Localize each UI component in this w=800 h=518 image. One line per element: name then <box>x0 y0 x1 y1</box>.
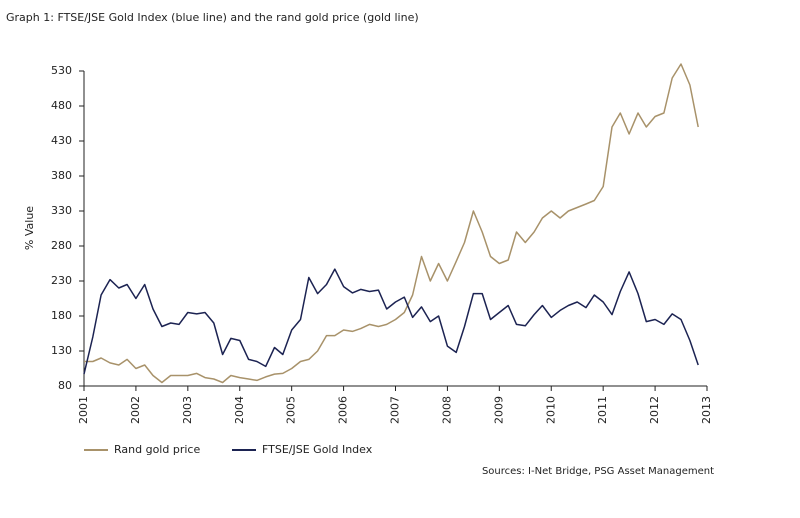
x-tick-label: 2007 <box>389 396 402 424</box>
y-tick-label: 230 <box>51 274 72 287</box>
source-note: Sources: I-Net Bridge, PSG Asset Managem… <box>482 466 714 477</box>
chart-title: Graph 1: FTSE/JSE Gold Index (blue line)… <box>6 11 419 24</box>
x-tick-label: 2004 <box>233 396 246 424</box>
y-tick-label: 330 <box>51 204 72 217</box>
legend-label: Rand gold price <box>114 443 200 456</box>
y-tick-label: 430 <box>51 134 72 147</box>
x-tick-label: 2008 <box>440 396 453 424</box>
x-tick-label: 2011 <box>596 396 609 424</box>
x-tick-label: 2012 <box>648 396 661 424</box>
x-tick-label: 2005 <box>285 396 298 424</box>
y-tick-label: 80 <box>58 379 72 392</box>
y-tick-label: 280 <box>51 239 72 252</box>
x-tick-label: 2006 <box>337 396 350 424</box>
y-tick-label: 180 <box>51 309 72 322</box>
x-tick-label: 2001 <box>77 396 90 424</box>
y-tick-label: 380 <box>51 169 72 182</box>
y-tick-label: 130 <box>51 344 72 357</box>
legend-label: FTSE/JSE Gold Index <box>262 443 373 456</box>
x-tick-label: 2002 <box>129 396 142 424</box>
series-line <box>83 268 699 375</box>
x-tick-label: 2009 <box>492 396 505 424</box>
y-tick-label: 480 <box>51 99 72 112</box>
series-line <box>84 63 699 384</box>
y-axis-label: % Value <box>23 206 36 250</box>
x-tick-label: 2010 <box>544 396 557 424</box>
y-tick-label: 530 <box>51 64 72 77</box>
x-tick-label: 2013 <box>700 396 713 424</box>
x-tick-label: 2003 <box>181 396 194 424</box>
